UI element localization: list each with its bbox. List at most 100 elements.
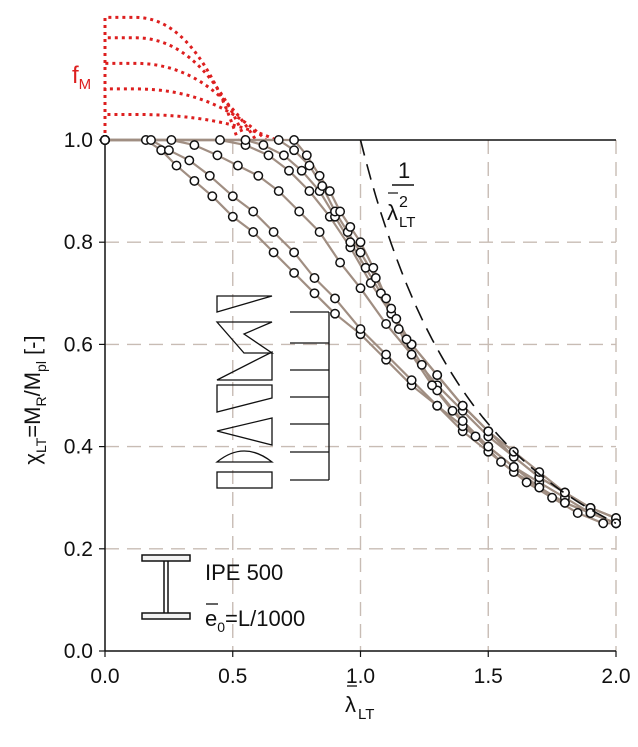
data-point <box>289 145 300 156</box>
fm-curve <box>103 61 258 141</box>
moment-shape-parabola <box>215 450 274 463</box>
data-point <box>215 135 225 145</box>
fm-curve <box>103 87 268 142</box>
data-point <box>447 405 458 416</box>
data-point <box>335 257 346 268</box>
data-point <box>301 150 312 161</box>
data-point <box>189 175 200 186</box>
data-point <box>268 227 279 237</box>
data-point <box>171 160 182 171</box>
data-point <box>381 349 392 360</box>
data-point <box>355 247 366 258</box>
fm-curve <box>103 36 247 141</box>
data-point <box>227 191 238 202</box>
axes: 0.0 0.2 0.4 0.6 0.8 1.0 0.0 0.5 1.0 1.5 2.0 <box>64 129 631 688</box>
data-point <box>470 431 481 442</box>
data-point <box>330 293 340 304</box>
series-line <box>105 138 617 525</box>
data-point <box>289 267 300 278</box>
data-point <box>294 206 305 217</box>
data-point <box>296 165 307 176</box>
i-section-icon <box>141 554 191 620</box>
data-point <box>189 140 200 151</box>
data-point <box>508 462 519 472</box>
data-point <box>406 349 417 360</box>
data-point <box>304 186 315 197</box>
legend-section-label: IPE 500 <box>205 560 283 585</box>
data-point <box>289 135 300 145</box>
data-point <box>304 160 315 171</box>
data-point <box>381 293 392 304</box>
data-point <box>100 135 110 145</box>
data-point <box>309 273 320 283</box>
fm-curves <box>103 15 277 142</box>
data-point <box>166 135 177 145</box>
svg-text:χLT=MR/Mpl [-]: χLT=MR/Mpl [-] <box>20 335 49 464</box>
x-tick-label: 0.5 <box>218 665 247 688</box>
svg-text:2: 2 <box>399 194 408 211</box>
svg-text:λ: λ <box>345 692 356 717</box>
data-point <box>585 508 596 518</box>
moment-shape-linear-half <box>215 321 275 354</box>
data-point <box>146 135 156 145</box>
data-point <box>432 400 443 411</box>
svg-text:λ: λ <box>387 200 398 225</box>
moment-shape-linear <box>216 295 273 313</box>
data-point <box>268 247 279 258</box>
euler-curve <box>359 139 617 525</box>
data-point <box>248 206 259 217</box>
data-point <box>330 308 340 319</box>
moment-shape-zero <box>216 350 273 381</box>
data-point <box>598 518 609 529</box>
x-tick-label: 0.0 <box>90 665 119 688</box>
data-point <box>355 237 366 248</box>
data-point <box>406 375 417 386</box>
x-axis-label: λ LT <box>345 685 374 723</box>
euler-curve-line <box>359 139 617 525</box>
fm-curve <box>103 15 240 141</box>
data-point <box>317 181 328 191</box>
fm-label: fM <box>72 62 91 93</box>
y-tick-label: 0.8 <box>64 231 93 254</box>
data-point <box>232 160 243 171</box>
y-tick-label: 1.0 <box>64 129 93 152</box>
data-point <box>547 492 558 503</box>
data-point <box>559 487 570 498</box>
data-point <box>240 135 251 145</box>
moment-shape-uniform <box>216 471 273 489</box>
fm-curve <box>103 112 277 142</box>
data-point <box>381 319 392 329</box>
data-point <box>253 170 264 181</box>
data-point <box>204 170 215 181</box>
data-point <box>227 211 238 222</box>
data-point <box>496 456 506 467</box>
data-point <box>416 359 427 370</box>
x-tick-label: 1.0 <box>346 665 375 688</box>
data-point <box>284 165 294 176</box>
data-point <box>273 135 284 145</box>
svg-text:LT: LT <box>399 214 415 231</box>
data-point <box>289 247 300 258</box>
x-tick-label: 1.5 <box>474 665 503 688</box>
data-point <box>401 334 412 345</box>
data-point <box>184 155 195 166</box>
data-point <box>212 150 223 161</box>
data-point <box>163 145 174 156</box>
data-point <box>278 150 289 161</box>
data-point <box>572 508 583 518</box>
data-point <box>534 467 545 478</box>
data-point <box>483 441 494 452</box>
euler-label: 1 2 λ LT <box>387 158 415 231</box>
data-point <box>314 170 325 181</box>
data-point <box>391 313 402 324</box>
data-point <box>355 324 366 335</box>
data-point <box>309 288 320 299</box>
data-point <box>559 497 570 508</box>
y-tick-label: 0.6 <box>64 333 93 356</box>
data-point <box>393 324 404 335</box>
x-tick-label: 2.0 <box>601 665 630 688</box>
data-point <box>335 206 346 217</box>
y-axis-label: χLT=MR/Mpl [-] <box>20 335 49 464</box>
y-tick-label: 0.0 <box>64 640 93 663</box>
